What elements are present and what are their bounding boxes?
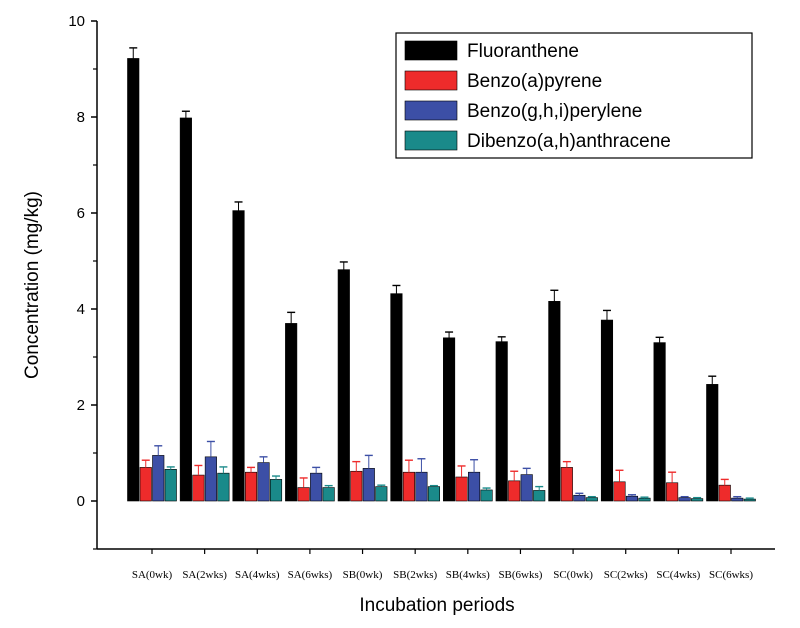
bar-dibenzo-a-h-anthracene-9 bbox=[638, 497, 651, 502]
x-tick-label: SB(0wk) bbox=[343, 569, 383, 581]
legend-label: Benzo(a)pyrene bbox=[467, 71, 602, 92]
x-tick-label: SC(6wks) bbox=[709, 569, 753, 581]
bar-dibenzo-a-h-anthracene-1 bbox=[217, 472, 230, 502]
bar-benzo-a-pyrene-1 bbox=[192, 474, 205, 502]
y-tick-label: 4 bbox=[77, 301, 85, 318]
x-tick-label: SA(0wk) bbox=[132, 569, 173, 581]
bar-benzo-g-h-i-perylene-4 bbox=[362, 468, 375, 502]
bar-fluoranthene-5 bbox=[390, 293, 403, 502]
legend-swatch bbox=[404, 70, 458, 91]
bar-fluoranthene-2 bbox=[232, 210, 245, 502]
bar-benzo-g-h-i-perylene-8 bbox=[573, 494, 586, 502]
legend-swatch bbox=[404, 130, 458, 151]
bar-benzo-g-h-i-perylene-0 bbox=[152, 455, 165, 502]
x-tick-label: SC(4wks) bbox=[656, 569, 700, 581]
bar-fluoranthene-3 bbox=[285, 323, 298, 502]
bar-benzo-a-pyrene-5 bbox=[402, 471, 415, 502]
bar-fluoranthene-11 bbox=[706, 384, 719, 502]
bar-benzo-g-h-i-perylene-9 bbox=[625, 495, 639, 502]
bar-fluoranthene-1 bbox=[179, 117, 192, 502]
legend: Fluoranthene Benzo(a)pyrene Benzo(g,h,i)pe… bbox=[395, 32, 753, 159]
bar-fluoranthene-10 bbox=[653, 342, 666, 502]
bar-benzo-a-pyrene-0 bbox=[139, 467, 152, 502]
x-tick-label: SA(4wks) bbox=[235, 569, 280, 581]
bar-benzo-a-pyrene-6 bbox=[455, 476, 468, 502]
bar-fluoranthene-4 bbox=[337, 269, 350, 502]
legend-label: Dibenzo(a,h)anthracene bbox=[467, 131, 671, 152]
bar-benzo-a-pyrene-8 bbox=[560, 467, 573, 502]
bar-fluoranthene-0 bbox=[127, 58, 140, 502]
bar-benzo-g-h-i-perylene-2 bbox=[257, 462, 270, 502]
bar-dibenzo-a-h-anthracene-6 bbox=[480, 489, 493, 502]
bar-benzo-a-pyrene-9 bbox=[613, 481, 626, 502]
x-tick-label: SA(2wks) bbox=[182, 569, 227, 581]
x-tick-label: SA(6wks) bbox=[288, 569, 333, 581]
bar-dibenzo-a-h-anthracene-7 bbox=[533, 490, 546, 502]
bar-benzo-a-pyrene-7 bbox=[508, 480, 521, 502]
x-tick-label: SB(4wks) bbox=[446, 569, 490, 581]
axes-layer: SA(0wk) SA(2wks) SA(4wks) SA(6wks) SB(0wk) SB… bbox=[68, 13, 775, 581]
legend-label: Benzo(g,h,i)perylene bbox=[467, 101, 642, 122]
y-tick-label: 0 bbox=[77, 493, 85, 510]
bar-dibenzo-a-h-anthracene-2 bbox=[269, 479, 283, 502]
x-axis-title: Incubation periods bbox=[359, 595, 514, 616]
bar-benzo-a-pyrene-11 bbox=[718, 484, 731, 502]
y-tick-label: 6 bbox=[77, 205, 85, 222]
bar-dibenzo-a-h-anthracene-11 bbox=[743, 498, 756, 502]
bar-benzo-g-h-i-perylene-6 bbox=[468, 471, 481, 502]
legend-label: Fluoranthene bbox=[467, 41, 579, 62]
bar-fluoranthene-8 bbox=[548, 301, 561, 502]
bar-fluoranthene-9 bbox=[600, 319, 614, 502]
bar-dibenzo-a-h-anthracene-4 bbox=[375, 486, 388, 502]
bar-benzo-g-h-i-perylene-7 bbox=[520, 474, 533, 502]
bar-dibenzo-a-h-anthracene-5 bbox=[427, 486, 440, 502]
x-tick-label: SB(2wks) bbox=[393, 569, 437, 581]
bars-layer bbox=[127, 47, 756, 502]
bar-dibenzo-a-h-anthracene-10 bbox=[691, 498, 704, 502]
bar-benzo-g-h-i-perylene-3 bbox=[310, 472, 323, 502]
bar-dibenzo-a-h-anthracene-8 bbox=[585, 497, 598, 502]
bar-benzo-a-pyrene-3 bbox=[297, 487, 310, 502]
y-tick-label: 10 bbox=[68, 13, 85, 30]
bar-dibenzo-a-h-anthracene-0 bbox=[164, 469, 177, 502]
bar-benzo-g-h-i-perylene-1 bbox=[204, 456, 217, 502]
bar-benzo-a-pyrene-4 bbox=[350, 470, 363, 502]
y-axis-title: Concentration (mg/kg) bbox=[22, 191, 43, 379]
bar-benzo-g-h-i-perylene-5 bbox=[415, 471, 428, 502]
bar-benzo-g-h-i-perylene-10 bbox=[678, 497, 691, 502]
y-tick-label: 8 bbox=[77, 109, 85, 126]
x-tick-label: SB(6wks) bbox=[498, 569, 542, 581]
legend-swatch bbox=[404, 40, 458, 61]
bar-dibenzo-a-h-anthracene-3 bbox=[322, 487, 335, 502]
bar-benzo-g-h-i-perylene-11 bbox=[731, 497, 744, 502]
x-tick-label: SC(0wk) bbox=[553, 569, 593, 581]
x-tick-label: SC(2wks) bbox=[604, 569, 648, 581]
bar-fluoranthene-6 bbox=[443, 337, 456, 502]
bar-benzo-a-pyrene-10 bbox=[666, 482, 679, 502]
y-tick-label: 2 bbox=[77, 397, 85, 414]
legend-swatch bbox=[404, 100, 458, 121]
bar-benzo-a-pyrene-2 bbox=[244, 471, 258, 502]
bar-fluoranthene-7 bbox=[495, 341, 508, 502]
